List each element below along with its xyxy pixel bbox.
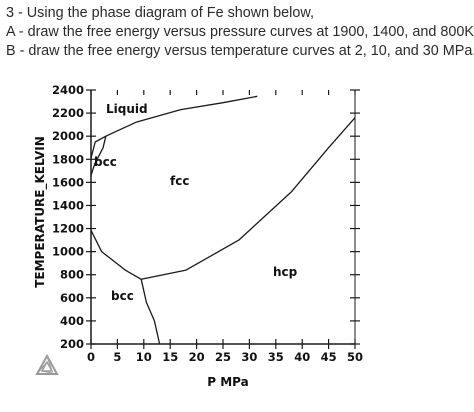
boundary-liquid-solid (90, 95, 258, 159)
x-tick-label: 0 (87, 350, 95, 364)
y-axis-title: TEMPERATURE_KELVIN (33, 136, 48, 288)
question-text: 3 - Using the phase diagram of Fe shown … (6, 4, 474, 61)
y-tick-label: 1400 (52, 198, 84, 212)
boundary-bcc-fcc-low (90, 230, 142, 280)
logo-icon (35, 353, 59, 375)
question-line-2: A - draw the free energy versus pressure… (6, 24, 474, 40)
boundary-bcc-fcc-high (90, 136, 107, 176)
region-label-liquid: Liquid (106, 102, 148, 116)
y-tick-label: 600 (60, 291, 84, 305)
x-tick-label: 45 (321, 350, 337, 364)
region-label-fcc: fcc (170, 174, 189, 188)
x-tick-label: 20 (189, 350, 205, 364)
x-axis-title: P MPa (207, 375, 248, 389)
y-tick-label: 2200 (52, 106, 84, 120)
region-label-bcc-high: bcc (94, 155, 117, 169)
x-tick-label: 30 (241, 350, 257, 364)
x-tick-label: 35 (268, 350, 284, 364)
y-tick-label: 2400 (52, 83, 84, 97)
y-tick-label: 200 (60, 337, 84, 351)
axes (90, 90, 356, 345)
x-tick-label: 50 (347, 350, 363, 364)
y-tick-label: 1000 (52, 245, 84, 259)
region-label-bcc-low: bcc (111, 289, 134, 303)
x-tick-label: 25 (215, 350, 231, 364)
y-tick-label: 800 (60, 268, 84, 282)
y-tick-labels: 2400 2200 2000 1800 1600 1400 1200 1000 800 600 40… (52, 83, 84, 351)
question-line-3: B - draw the free energy versus temperat… (6, 43, 474, 59)
x-tick-label: 15 (162, 350, 178, 364)
question-line-1: 3 - Using the phase diagram of Fe shown … (6, 5, 314, 21)
y-tick-label: 400 (60, 314, 84, 328)
y-tick-label: 1200 (52, 222, 84, 236)
x-tick-labels: 0 5 10 15 20 25 30 35 40 45 50 (87, 350, 363, 364)
tick-marks (86, 89, 360, 349)
y-tick-label: 1800 (52, 152, 84, 166)
phase-boundaries (90, 95, 356, 345)
x-tick-label: 5 (113, 350, 121, 364)
region-label-hcp: hcp (273, 265, 298, 279)
x-tick-label: 40 (294, 350, 310, 364)
x-tick-label: 10 (136, 350, 152, 364)
y-tick-label: 1600 (52, 175, 84, 189)
y-tick-label: 2000 (52, 129, 84, 143)
boundary-fcc-hcp (141, 117, 356, 280)
boundary-bcc-hcp (140, 279, 161, 345)
